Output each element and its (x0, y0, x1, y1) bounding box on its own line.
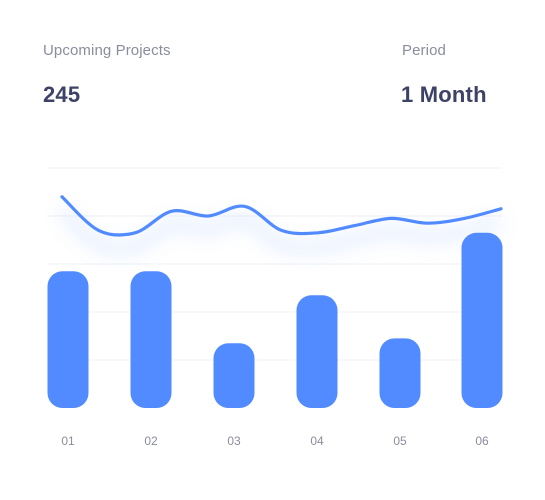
upcoming-projects-value: 245 (43, 82, 81, 107)
x-tick-label: 03 (227, 434, 241, 448)
x-tick-label: 05 (393, 434, 407, 448)
period-label: Period (402, 42, 446, 59)
period-value[interactable]: 1 Month (401, 82, 487, 107)
x-tick-label: 06 (475, 434, 489, 448)
bar-06 (461, 232, 503, 408)
line-series-shadow (58, 207, 503, 255)
x-axis-ticks: 01 02 03 04 05 06 (61, 434, 489, 448)
bar-04 (296, 295, 338, 408)
chart-grid (48, 167, 502, 361)
bar-series-layer (47, 232, 503, 408)
x-tick-label: 04 (310, 434, 324, 448)
bar-03 (213, 343, 255, 408)
line-series (60, 195, 503, 237)
x-tick-label: 02 (144, 434, 158, 448)
upcoming-projects-label: Upcoming Projects (43, 42, 171, 59)
bar-05 (379, 338, 421, 408)
line-series-layer (58, 195, 503, 255)
x-tick-label: 01 (61, 434, 75, 448)
bar-02 (130, 271, 172, 408)
bar-01 (47, 271, 89, 408)
